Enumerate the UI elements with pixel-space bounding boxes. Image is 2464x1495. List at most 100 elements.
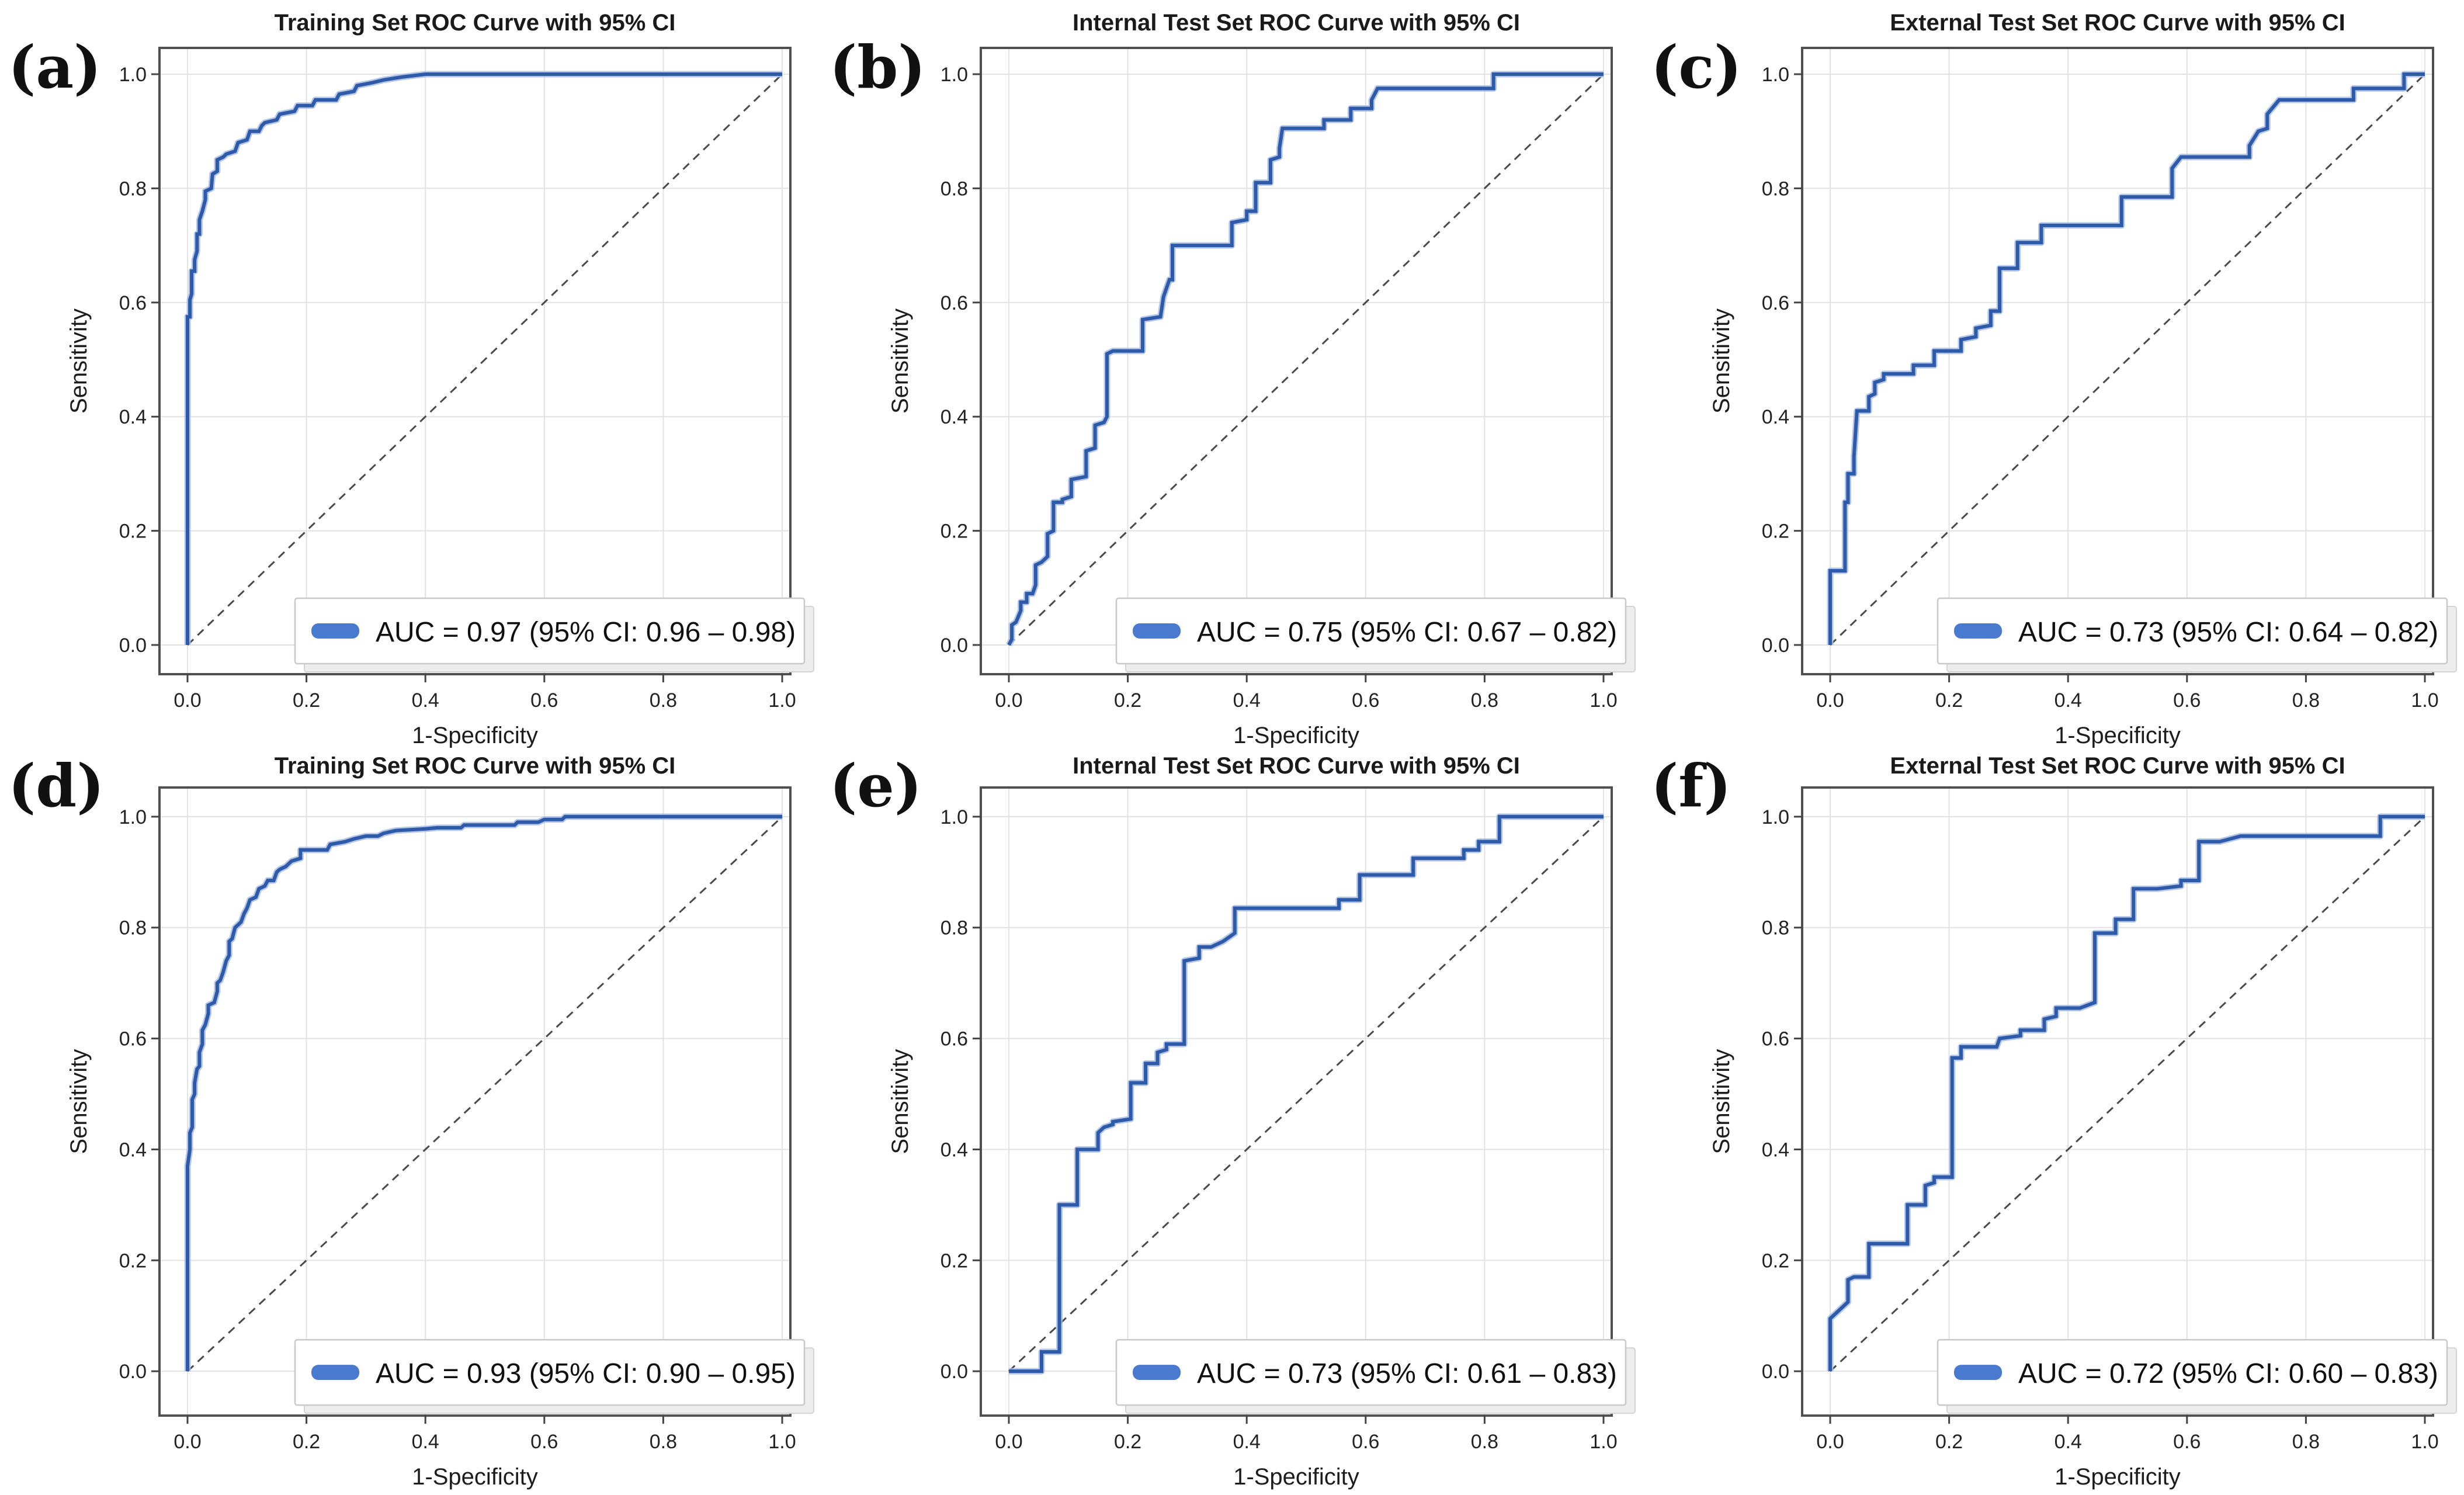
x-tick-label: 0.6 [530, 1431, 558, 1453]
roc-panel-b: 0.0 0.2 0.4 0.6 0.8 1.0 0.0 0.2 0.4 0.6 0.8 1.0 (b)… [821, 0, 1643, 748]
roc-curve [1828, 814, 2425, 1372]
y-tick-label: 0.8 [941, 917, 968, 939]
roc-panel-c: 0.0 0.2 0.4 0.6 0.8 1.0 0.0 0.2 0.4 0.6 0.8 1.0 (c)… [1643, 0, 2464, 748]
x-tick-label: 0.6 [1352, 689, 1379, 712]
x-tick-label: 0.2 [1114, 689, 1141, 712]
y-axis-label: Sensitivity [887, 308, 913, 414]
y-axis-label: Sensitivity [66, 1049, 92, 1154]
chance-diagonal [1829, 816, 2426, 1372]
plot-frame [1801, 786, 2434, 1417]
y-tick-label: 0.0 [119, 1361, 147, 1383]
roc-panel-f: 0.0 0.2 0.4 0.6 0.8 1.0 0.0 0.2 0.4 0.6 0.8 1.0 (f)… [1643, 748, 2464, 1495]
y-tick-label: 0.0 [941, 1361, 968, 1383]
x-tick-label: 0.8 [1471, 689, 1498, 712]
y-tick-label: 0.0 [1762, 634, 1789, 657]
plot-background [159, 787, 790, 1416]
auc-value-label: AUC = 0.73 (95% CI: 0.61 – 0.83) [1197, 1358, 1617, 1389]
roc-line-swatch [1954, 1365, 2002, 1380]
plot-area: 0.0 0.2 0.4 0.6 0.8 1.0 0.0 0.2 0.4 0.6 0.8 1.0 [119, 786, 796, 1453]
auc-legend: AUC = 0.75 (95% CI: 0.67 – 0.82) [1115, 597, 1636, 672]
y-tick-label: 0.6 [119, 1028, 147, 1050]
roc-panel-d: 0.0 0.2 0.4 0.6 0.8 1.0 0.0 0.2 0.4 0.6 0.8 1.0 (d)… [0, 748, 821, 1495]
roc-line-swatch [1133, 1365, 1181, 1380]
y-tick-label: 0.8 [941, 178, 968, 200]
x-tick-label: 1.0 [768, 1431, 796, 1453]
y-tick-label: 1.0 [119, 806, 147, 828]
y-tick-label: 0.2 [119, 521, 147, 543]
x-tick-label: 1.0 [1590, 689, 1617, 712]
y-tick-label: 0.0 [941, 634, 968, 657]
y-axis-label: Sensitivity [887, 1049, 913, 1154]
x-tick-label: 0.4 [412, 689, 439, 712]
x-axis-label: 1-Specificity [1233, 1464, 1359, 1490]
plot-background [981, 48, 1612, 674]
x-tick-label: 0.4 [2055, 1431, 2082, 1453]
x-tick-label: 0.0 [173, 1431, 201, 1453]
auc-value-label: AUC = 0.93 (95% CI: 0.90 – 0.95) [376, 1358, 796, 1389]
plot-frame [1801, 47, 2434, 675]
x-tick-label: 0.8 [650, 1431, 677, 1453]
auc-legend: AUC = 0.97 (95% CI: 0.96 – 0.98) [294, 597, 814, 672]
x-tick-label: 0.2 [1935, 1431, 1963, 1453]
legend-box [1937, 1338, 2448, 1406]
x-axis-label: 1-Specificity [2055, 723, 2181, 748]
y-tick-label: 0.2 [1762, 521, 1789, 543]
legend-box [1937, 597, 2448, 665]
plot-frame [980, 47, 1613, 675]
auc-value-label: AUC = 0.75 (95% CI: 0.67 – 0.82) [1197, 617, 1617, 648]
y-tick-label: 0.6 [119, 292, 147, 314]
x-tick-label: 0.2 [1935, 689, 1963, 712]
x-tick-label: 0.4 [412, 1431, 439, 1453]
y-axis-label: Sensitivity [1709, 308, 1734, 414]
y-tick-label: 0.2 [1762, 1250, 1789, 1272]
roc-curve [1007, 72, 1604, 646]
y-tick-label: 0.4 [1762, 406, 1789, 428]
x-axis-label: 1-Specificity [412, 723, 538, 748]
y-tick-label: 0.0 [119, 634, 147, 657]
roc-chart: 0.0 0.2 0.4 0.6 0.8 1.0 0.0 0.2 0.4 0.6 0.8 1.0 (b)… [830, 10, 1636, 748]
auc-value-label: AUC = 0.97 (95% CI: 0.96 – 0.98) [376, 617, 796, 648]
x-tick-label: 0.0 [1816, 689, 1844, 712]
y-tick-label: 1.0 [941, 806, 968, 828]
y-tick-label: 0.4 [119, 1139, 147, 1161]
x-tick-label: 0.0 [1816, 1431, 1844, 1453]
panel-letter: (c) [1651, 33, 1742, 102]
y-tick-label: 0.6 [941, 1028, 968, 1050]
auc-legend: AUC = 0.93 (95% CI: 0.90 – 0.95) [294, 1338, 814, 1414]
auc-value-label: AUC = 0.73 (95% CI: 0.64 – 0.82) [2018, 617, 2438, 648]
roc-curve [186, 814, 782, 1372]
chart-title: External Test Set ROC Curve with 95% CI [1890, 10, 2345, 36]
plot-frame [158, 47, 792, 675]
y-tick-label: 0.4 [119, 406, 147, 428]
roc-chart: 0.0 0.2 0.4 0.6 0.8 1.0 0.0 0.2 0.4 0.6 0.8 1.0 (c)… [1651, 10, 2457, 748]
auc-value-label: AUC = 0.72 (95% CI: 0.60 – 0.83) [2018, 1358, 2438, 1389]
roc-line-swatch [1954, 623, 2002, 639]
y-tick-label: 0.6 [941, 292, 968, 314]
y-tick-label: 0.8 [1762, 917, 1789, 939]
x-tick-label: 0.4 [1233, 689, 1261, 712]
roc-panel-e: 0.0 0.2 0.4 0.6 0.8 1.0 0.0 0.2 0.4 0.6 0.8 1.0 (e)… [821, 748, 1643, 1495]
x-tick-label: 0.8 [1471, 1431, 1498, 1453]
roc-chart: 0.0 0.2 0.4 0.6 0.8 1.0 0.0 0.2 0.4 0.6 0.8 1.0 (f)… [1651, 751, 2457, 1490]
chance-diagonal [186, 73, 783, 646]
chart-title: Internal Test Set ROC Curve with 95% CI [1073, 753, 1520, 779]
chart-title: Training Set ROC Curve with 95% CI [275, 753, 676, 779]
auc-legend: AUC = 0.73 (95% CI: 0.61 – 0.83) [1115, 1338, 1636, 1414]
x-tick-label: 0.0 [995, 1431, 1022, 1453]
y-tick-label: 1.0 [1762, 806, 1789, 828]
x-tick-label: 0.6 [2173, 689, 2201, 712]
plot-background [1802, 787, 2433, 1416]
x-tick-label: 0.0 [995, 689, 1022, 712]
plot-area: 0.0 0.2 0.4 0.6 0.8 1.0 0.0 0.2 0.4 0.6 0.8 1.0 [1762, 47, 2439, 712]
x-tick-label: 1.0 [1590, 1431, 1617, 1453]
x-tick-label: 0.8 [2292, 689, 2320, 712]
y-tick-label: 1.0 [941, 64, 968, 86]
auc-legend: AUC = 0.73 (95% CI: 0.64 – 0.82) [1937, 597, 2457, 672]
auc-legend: AUC = 0.72 (95% CI: 0.60 – 0.83) [1937, 1338, 2457, 1414]
chance-diagonal [1829, 73, 2426, 646]
x-tick-label: 0.0 [173, 689, 201, 712]
roc-line-swatch [311, 623, 359, 639]
y-tick-label: 0.2 [119, 1250, 147, 1272]
panel-letter: (b) [830, 33, 926, 102]
